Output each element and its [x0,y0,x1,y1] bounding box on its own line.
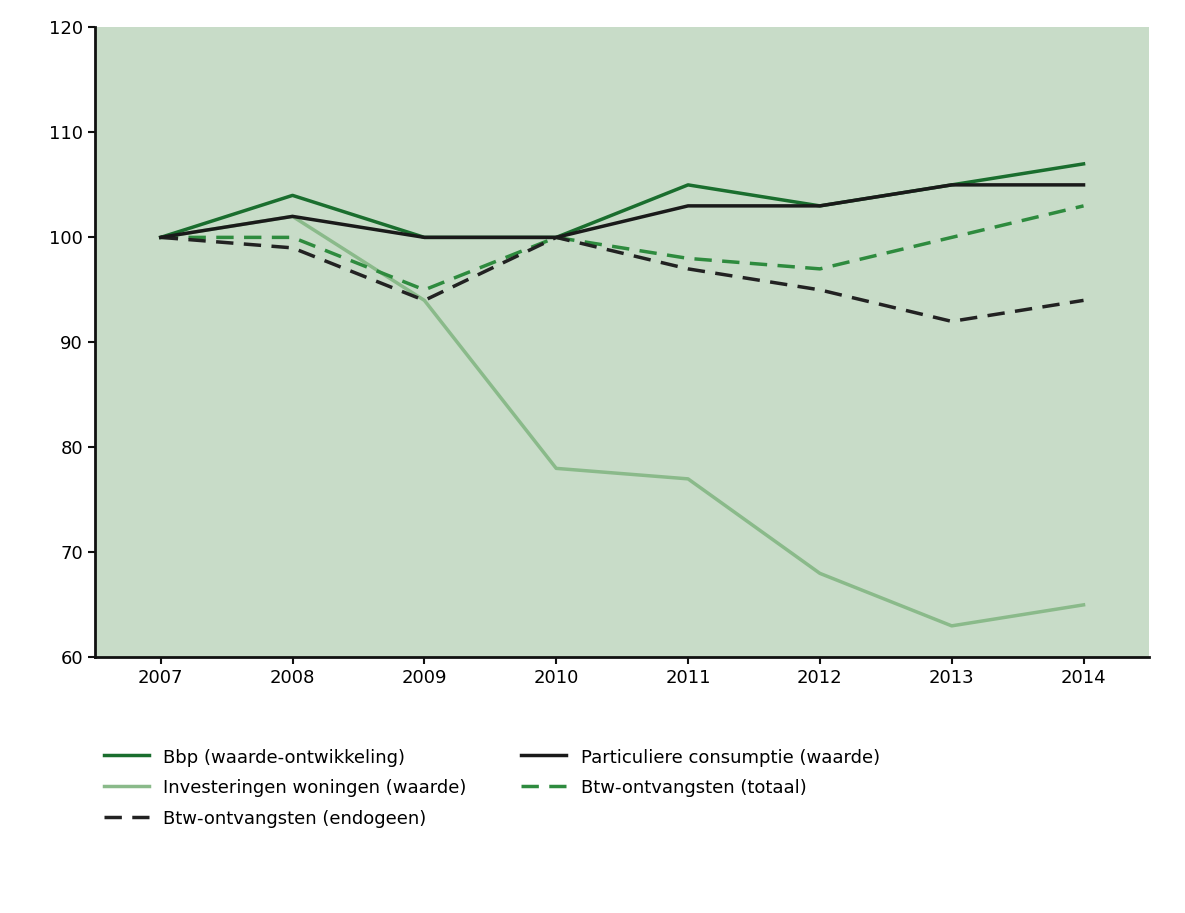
Legend: Bbp (waarde-ontwikkeling), Investeringen woningen (waarde), Btw-ontvangsten (end: Bbp (waarde-ontwikkeling), Investeringen… [104,749,879,828]
